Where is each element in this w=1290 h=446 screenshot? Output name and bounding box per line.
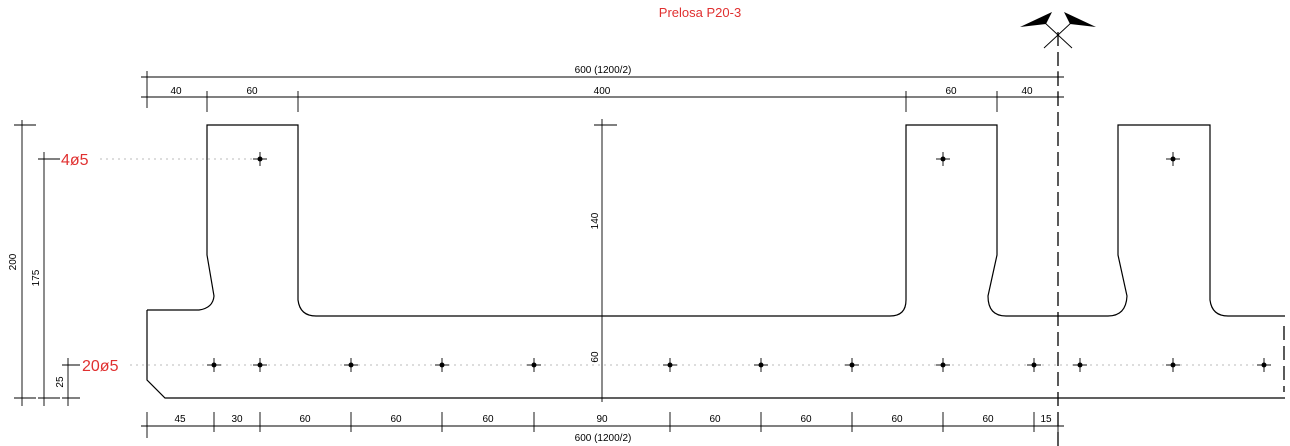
bottom-segment-dimension: 45 30 60 60 60 90 60 60 60 60 15 600 (12…	[141, 412, 1064, 444]
rebar-mark	[1073, 358, 1087, 372]
bottom-rebars	[207, 358, 1271, 372]
bottom-seg-9: 60	[891, 414, 903, 425]
rebar-mark	[754, 358, 768, 372]
bottom-seg-2: 30	[231, 414, 243, 425]
top-seg-4: 60	[945, 86, 957, 97]
rebar-mark	[1166, 358, 1180, 372]
left-vertical-dimensions: 200 175 25	[8, 120, 80, 406]
top-rebar-label: 4ø5	[61, 152, 89, 169]
drawing-title: Prelosa P20-3	[659, 5, 741, 20]
panel-outline	[146, 124, 1285, 399]
rebar-mark	[527, 358, 541, 372]
top-overall-label: 600 (1200/2)	[575, 65, 632, 76]
bottom-seg-8: 60	[800, 414, 812, 425]
rebar-mark	[845, 358, 859, 372]
top-bar-height-label: 175	[31, 269, 42, 286]
slab-height-label: 60	[590, 351, 601, 363]
top-seg-3: 400	[594, 86, 611, 97]
rebar-mark	[936, 152, 950, 166]
rebar-mark	[1027, 358, 1041, 372]
bottom-seg-1: 45	[174, 414, 186, 425]
bottom-seg-10: 60	[982, 414, 994, 425]
rebar-mark	[253, 152, 267, 166]
top-seg-2: 60	[246, 86, 258, 97]
rebar-mark	[207, 358, 221, 372]
rib-height-label: 140	[590, 212, 601, 229]
top-seg-1: 40	[170, 86, 182, 97]
top-seg-5: 40	[1021, 86, 1033, 97]
bottom-overall-label: 600 (1200/2)	[575, 433, 632, 444]
bottom-rebar-label: 20ø5	[82, 358, 119, 375]
top-rebars	[253, 152, 1180, 166]
rebar-mark	[1257, 358, 1271, 372]
bottom-seg-3: 60	[299, 414, 311, 425]
bottom-seg-5: 60	[482, 414, 494, 425]
rebar-mark	[435, 358, 449, 372]
bottom-seg-6: 90	[596, 414, 608, 425]
rebar-mark	[663, 358, 677, 372]
bottom-seg-7: 60	[709, 414, 721, 425]
middle-vertical-dimensions: 140 60	[590, 119, 617, 402]
rebar-mark	[1166, 152, 1180, 166]
rebar-mark	[936, 358, 950, 372]
rebar-mark	[253, 358, 267, 372]
bottom-bar-height-label: 25	[55, 376, 66, 388]
top-segment-dimension: 40 60 400 60 40	[141, 86, 1064, 112]
bottom-seg-4: 60	[390, 414, 402, 425]
top-overall-dimension: 600 (1200/2)	[141, 65, 1064, 108]
total-height-label: 200	[8, 253, 19, 270]
bottom-seg-11: 15	[1040, 414, 1052, 425]
rebar-mark	[344, 358, 358, 372]
